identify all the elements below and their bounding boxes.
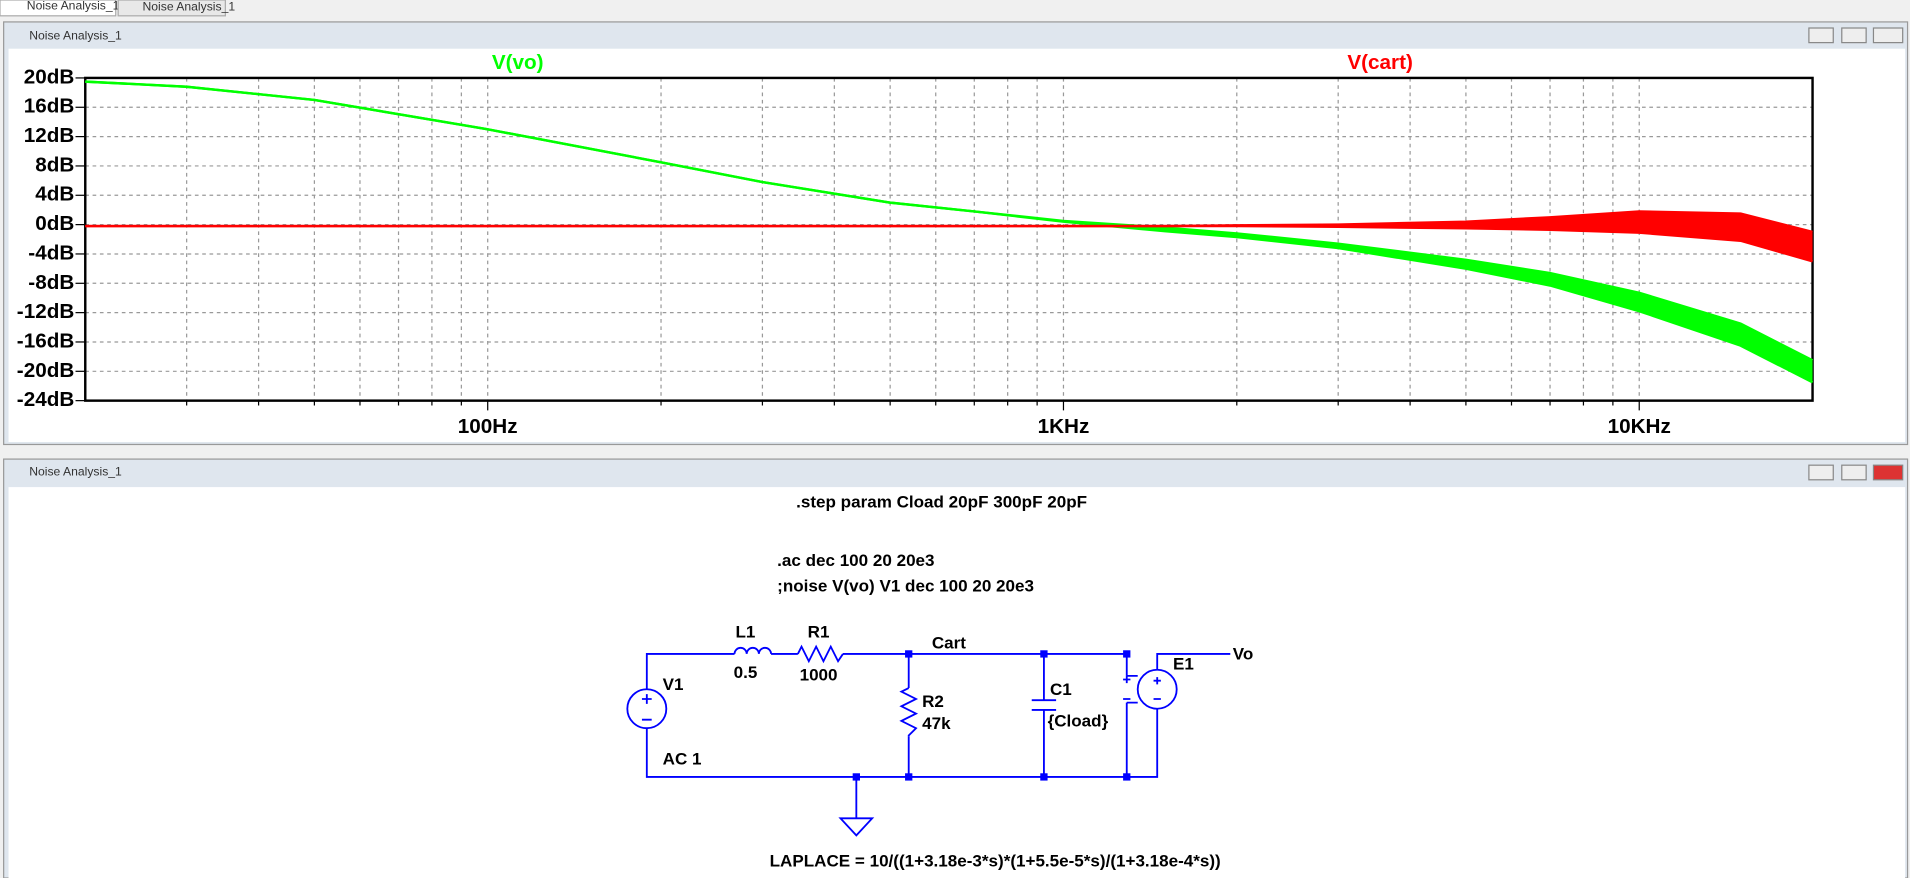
minimize-button[interactable] bbox=[1808, 27, 1834, 44]
tab[interactable] bbox=[117, 0, 226, 17]
plot-pane bbox=[8, 48, 1906, 443]
capacitor bbox=[1031, 699, 1057, 711]
window-title: Noise Analysis_1 bbox=[29, 465, 122, 479]
voltage-source bbox=[626, 688, 668, 730]
maximize-button[interactable] bbox=[1841, 464, 1867, 481]
component-value: 1000 bbox=[800, 665, 838, 684]
tab-label[interactable]: Noise Analysis_1 bbox=[27, 0, 120, 12]
trace-line bbox=[85, 80, 1814, 384]
component-value: {Cload} bbox=[1048, 712, 1109, 731]
resistor bbox=[899, 687, 919, 737]
resistor bbox=[797, 644, 844, 664]
tab[interactable] bbox=[0, 0, 117, 17]
polarity bbox=[1123, 674, 1161, 704]
legend-label: V(vo) bbox=[492, 51, 544, 74]
polarity bbox=[641, 694, 652, 721]
component-name: R1 bbox=[808, 623, 830, 642]
component-name: R2 bbox=[922, 692, 944, 711]
y-tick-label: 4dB bbox=[35, 183, 74, 206]
x-tick-label: 100Hz bbox=[458, 415, 518, 438]
junction bbox=[1040, 650, 1048, 658]
close-button[interactable] bbox=[1872, 464, 1904, 481]
close-button[interactable] bbox=[1872, 27, 1904, 44]
laplace-expression: LAPLACE = 10/((1+3.18e-3*s)*(1+5.5e-5*s)… bbox=[770, 852, 1221, 871]
junction bbox=[905, 650, 913, 658]
x-tick-label: 10KHz bbox=[1608, 415, 1671, 438]
maximize-button[interactable] bbox=[1841, 27, 1867, 44]
legend-label: V(cart) bbox=[1347, 51, 1413, 74]
minimize-button[interactable] bbox=[1808, 464, 1834, 481]
dependent-source bbox=[1136, 668, 1178, 710]
ground bbox=[838, 817, 875, 837]
y-tick-label: 16dB bbox=[24, 95, 75, 118]
junction bbox=[1040, 773, 1048, 781]
component-name: C1 bbox=[1050, 680, 1072, 699]
y-tick-label: -4dB bbox=[28, 241, 74, 264]
component-name: V1 bbox=[663, 675, 684, 694]
junction bbox=[905, 773, 913, 781]
component-value: 0.5 bbox=[734, 663, 758, 682]
component-name: L1 bbox=[736, 623, 756, 642]
y-tick-label: -24dB bbox=[17, 388, 74, 411]
junction bbox=[1123, 773, 1131, 781]
component-name: E1 bbox=[1173, 654, 1194, 673]
schematic-pane bbox=[8, 487, 1906, 878]
junction bbox=[1123, 650, 1131, 658]
y-tick-label: -20dB bbox=[17, 359, 74, 382]
plot: 100Hz 1KHz 10KHz -24dB -20dB -16dB -12dB -8dB -4… bbox=[17, 51, 1814, 438]
y-tick-label: -12dB bbox=[17, 300, 74, 323]
trace-line bbox=[85, 224, 1813, 263]
directive: ;noise V(vo) V1 dec 100 20 20e3 bbox=[777, 576, 1034, 595]
junction bbox=[852, 773, 860, 781]
tab-label[interactable]: Noise Analysis_1 bbox=[143, 0, 236, 14]
y-tick-label: 20dB bbox=[24, 65, 75, 88]
y-tick-label: 8dB bbox=[35, 153, 74, 176]
y-tick-label: 12dB bbox=[24, 124, 75, 147]
net-label: Cart bbox=[932, 634, 966, 653]
directive: .ac dec 100 20 20e3 bbox=[777, 551, 934, 570]
y-tick-label: -16dB bbox=[17, 329, 74, 352]
schematic: .step param Cload 20pF 300pF 20pF .ac de… bbox=[626, 492, 1254, 871]
net-label: Vo bbox=[1233, 645, 1254, 664]
x-tick-label: 1KHz bbox=[1038, 415, 1090, 438]
component-value: AC 1 bbox=[663, 749, 702, 768]
window-title: Noise Analysis_1 bbox=[29, 29, 122, 43]
directive: .step param Cload 20pF 300pF 20pF bbox=[796, 492, 1087, 511]
y-tick-label: 0dB bbox=[35, 212, 74, 235]
y-tick-label: -8dB bbox=[28, 271, 74, 294]
inductor bbox=[733, 646, 772, 655]
component-value: 47k bbox=[922, 714, 951, 733]
